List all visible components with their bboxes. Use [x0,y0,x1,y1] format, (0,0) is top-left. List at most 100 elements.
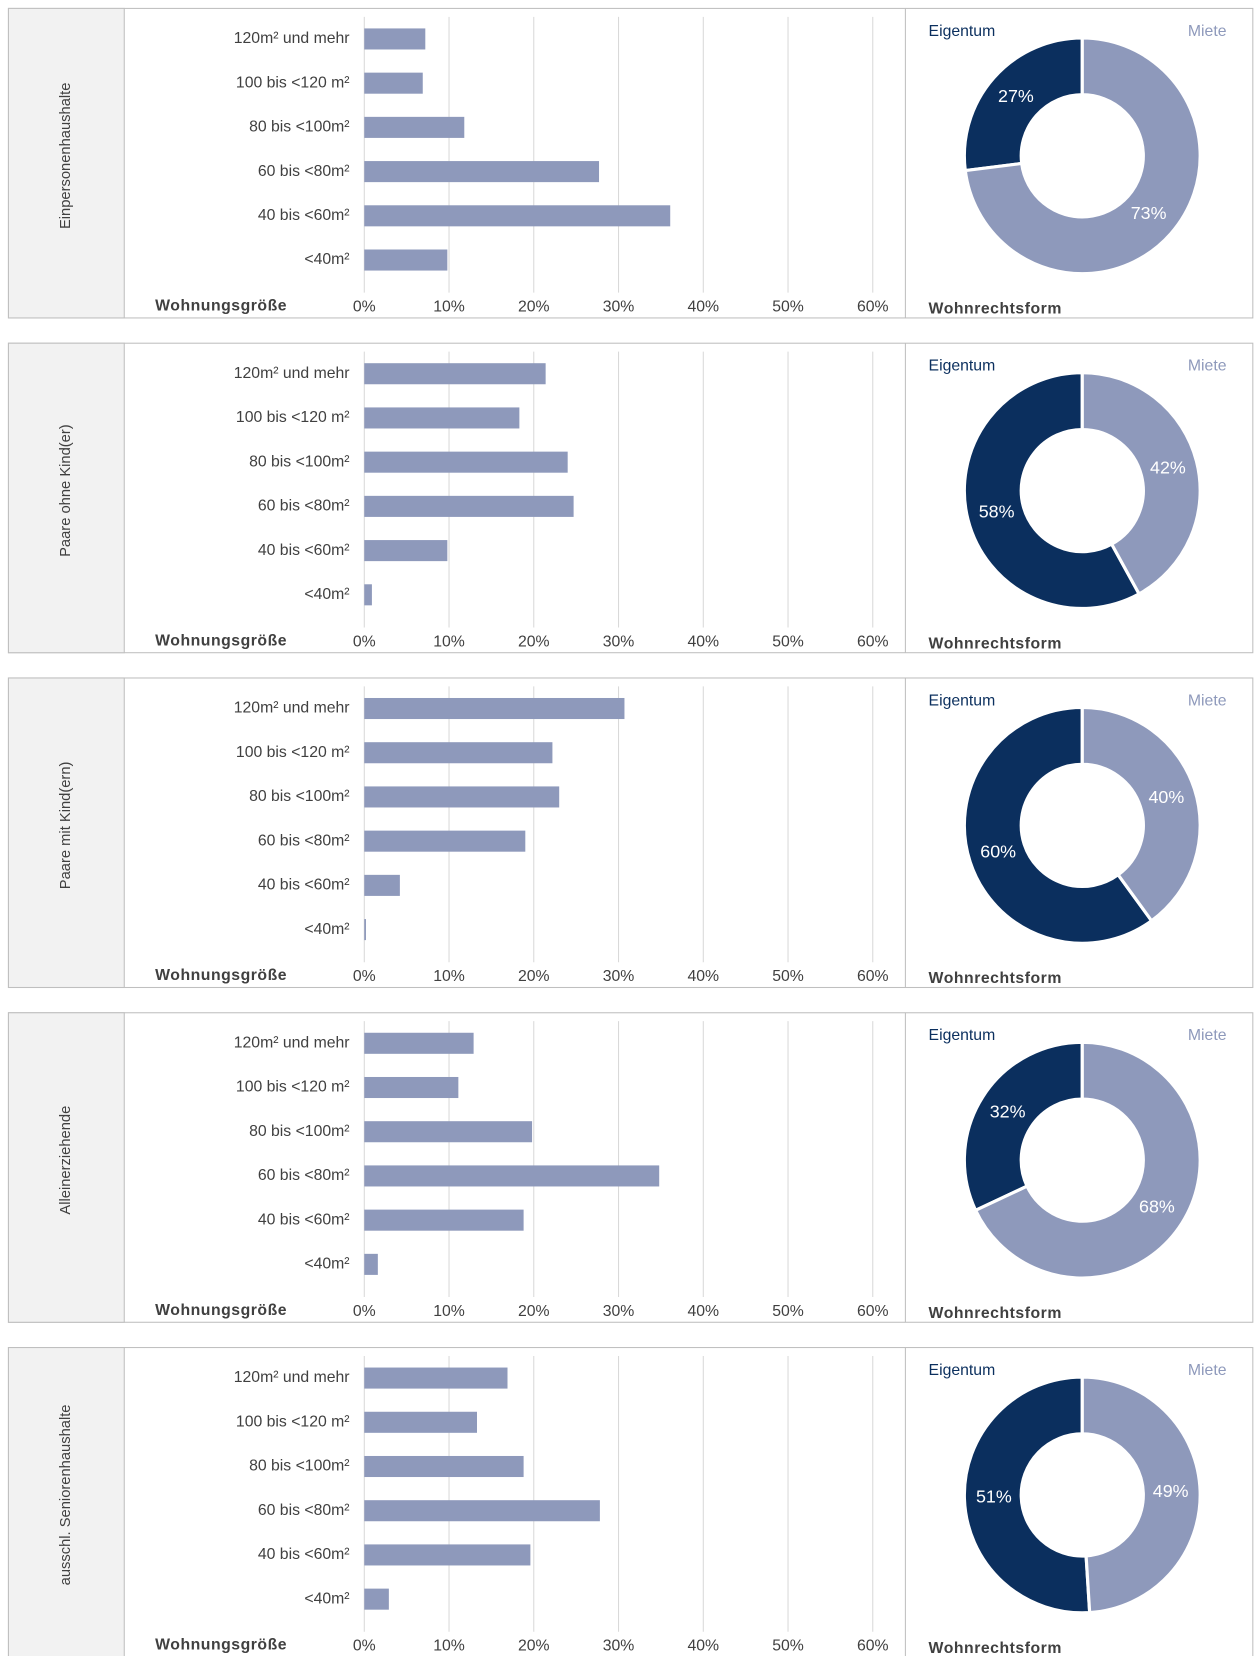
group-label-box [7,1012,125,1323]
donut-slice [973,1040,1202,1280]
x-tick-label: 30% [603,299,635,316]
bar [364,1367,508,1389]
bar [364,830,526,852]
bar [364,584,372,606]
y-tick-label: 80 bis <100m² [249,1458,349,1475]
pie-title: Wohnrechtsform [929,970,1062,987]
legend-entry: Miete [1188,23,1227,40]
pie-title: Wohnrechtsform [929,635,1062,652]
y-tick-label: 120m² und mehr [234,30,350,47]
legend-entry: Miete [1188,692,1227,709]
bar [364,1121,533,1143]
donut-slice [1080,371,1202,597]
bar [364,1032,474,1054]
x-tick-label: 60% [857,633,889,650]
data-label: 51% [976,1486,1012,1506]
donut-slice [962,36,1084,173]
y-tick-label: <40m² [304,921,349,938]
bar [364,28,426,50]
pie-title: Wohnrechtsform [929,1640,1062,1656]
data-label: 27% [998,86,1034,106]
bar [364,407,520,429]
y-tick-label: 120m² und mehr [234,700,350,717]
bar [364,1076,459,1099]
x-tick-label: 60% [857,968,889,985]
x-tick-label: 10% [433,1638,465,1655]
x-axis-label: Wohnungsgröße [155,298,287,315]
data-label: 32% [990,1101,1026,1121]
x-tick-label: 50% [772,1638,804,1655]
legend-entry: Eigentum [929,692,996,709]
x-tick-label: 30% [603,1303,635,1320]
legend-entry: Miete [1188,1027,1227,1044]
y-tick-label: 100 bis <120 m² [236,1079,350,1096]
y-tick-label: <40m² [304,586,349,603]
x-tick-label: 20% [518,1303,550,1320]
bar [364,919,366,941]
x-tick-label: 50% [772,299,804,316]
x-tick-label: 0% [353,1303,376,1320]
y-tick-label: 100 bis <120 m² [236,74,350,91]
x-tick-label: 20% [518,1638,550,1655]
x-tick-label: 60% [857,1303,889,1320]
x-tick-label: 50% [772,1303,804,1320]
group-label: Einpersonenhaushalte [58,83,74,229]
x-tick-label: 20% [518,968,550,985]
x-tick-label: 50% [772,968,804,985]
donut-slice [963,36,1202,276]
bar [364,1209,524,1231]
bar [364,161,600,183]
y-tick-label: 40 bis <60m² [258,542,350,559]
pie-title: Wohnrechtsform [929,301,1062,318]
y-tick-label: 60 bis <80m² [258,498,350,515]
data-label: 68% [1139,1196,1175,1216]
x-tick-label: 10% [433,1303,465,1320]
bar [364,540,448,562]
donut-slice [962,371,1142,611]
x-tick-label: 0% [353,968,376,985]
bar [364,1411,477,1433]
group-label-box [7,677,125,989]
data-label: 58% [979,501,1015,521]
pie-title: Wohnrechtsform [929,1305,1062,1322]
y-tick-label: 100 bis <120 m² [236,409,350,426]
bar [364,72,423,94]
group-label: ausschl. Seniorenhaushalte [58,1405,74,1586]
y-tick-label: 60 bis <80m² [258,832,350,849]
y-tick-label: 80 bis <100m² [249,119,349,136]
y-tick-label: 40 bis <60m² [258,1211,350,1228]
data-label: 42% [1150,457,1186,477]
donut-slice [962,705,1154,945]
x-axis-label: Wohnungsgröße [155,1637,287,1654]
donut-slice [1080,1375,1202,1615]
y-tick-label: 40 bis <60m² [258,207,350,224]
x-tick-label: 30% [603,633,635,650]
x-tick-label: 40% [687,1638,719,1655]
x-axis-label: Wohnungsgröße [155,1302,287,1319]
x-axis-label: Wohnungsgröße [155,967,287,984]
x-tick-label: 0% [353,633,376,650]
x-tick-label: 40% [687,968,719,985]
x-axis-label: Wohnungsgröße [155,632,287,649]
bar [364,742,553,764]
bar [364,451,568,473]
group-label: Paare mit Kind(ern) [58,762,74,890]
y-tick-label: 60 bis <80m² [258,1167,350,1184]
y-tick-label: 120m² und mehr [234,365,350,382]
legend-entry: Eigentum [929,358,996,375]
donut-slice [1080,705,1202,923]
data-label: 40% [1148,787,1184,807]
y-tick-label: 80 bis <100m² [249,453,349,470]
x-tick-label: 10% [433,299,465,316]
y-tick-label: 40 bis <60m² [258,877,350,894]
bar [364,116,465,138]
legend-entry: Eigentum [929,1027,996,1044]
y-tick-label: 120m² und mehr [234,1369,350,1386]
x-tick-label: 40% [687,299,719,316]
x-tick-label: 0% [353,299,376,316]
bar [364,1253,378,1275]
bar [364,1588,389,1610]
x-tick-label: 0% [353,1638,376,1655]
x-tick-label: 20% [518,633,550,650]
